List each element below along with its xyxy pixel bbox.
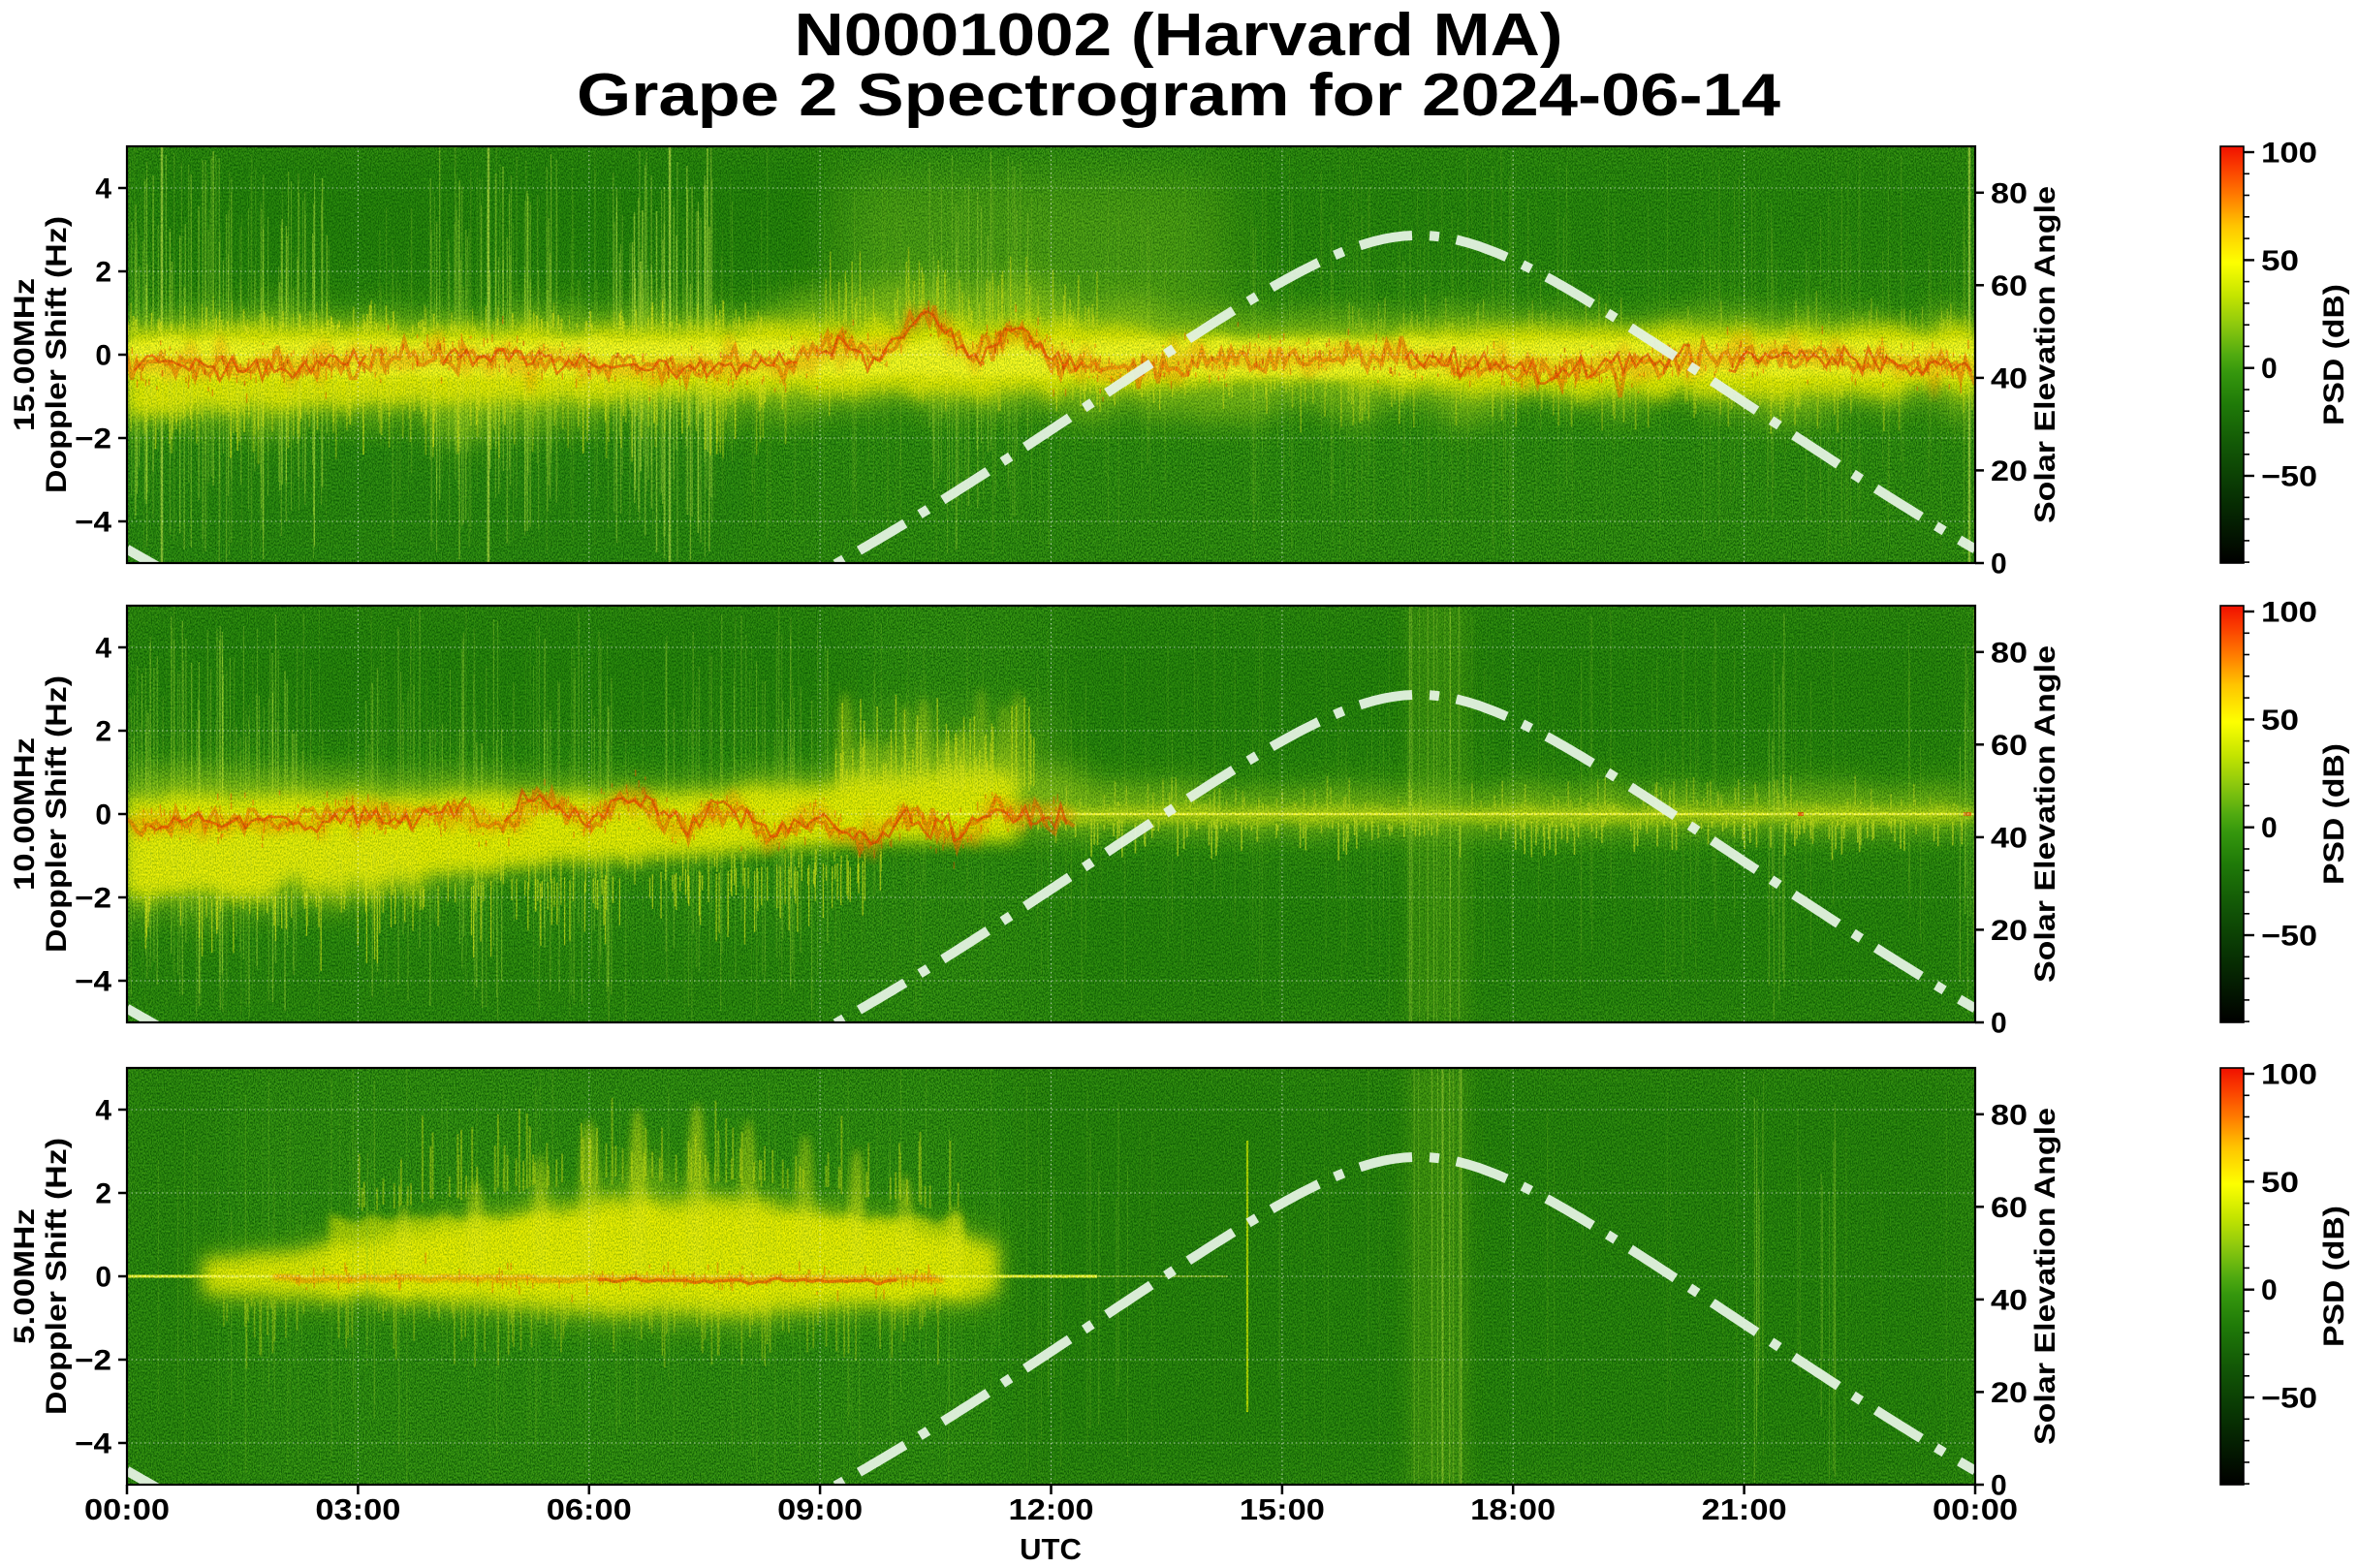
svg-text:5.00MHz: 5.00MHz: [9, 1208, 41, 1344]
svg-text:80: 80: [1991, 177, 2028, 209]
svg-text:−2: −2: [75, 423, 111, 455]
svg-text:09:00: 09:00: [777, 1492, 863, 1526]
svg-text:−2: −2: [75, 883, 111, 915]
svg-text:0: 0: [1991, 549, 2007, 580]
svg-text:20: 20: [1991, 915, 2028, 947]
svg-text:100: 100: [2261, 138, 2317, 170]
svg-text:−4: −4: [75, 966, 111, 998]
svg-text:50: 50: [2261, 245, 2299, 277]
svg-text:−50: −50: [2261, 1383, 2317, 1415]
svg-text:80: 80: [1991, 1099, 2028, 1131]
svg-text:15.00MHz: 15.00MHz: [9, 278, 41, 431]
svg-text:50: 50: [2261, 1167, 2299, 1199]
svg-text:UTC: UTC: [1020, 1532, 1082, 1563]
svg-text:80: 80: [1991, 637, 2028, 669]
svg-text:−2: −2: [75, 1345, 111, 1377]
svg-text:−4: −4: [75, 1428, 111, 1460]
svg-text:Doppler Shift (Hz): Doppler Shift (Hz): [41, 675, 73, 953]
svg-text:40: 40: [1991, 822, 2028, 854]
svg-text:100: 100: [2261, 1059, 2317, 1091]
svg-text:100: 100: [2261, 597, 2317, 629]
svg-text:4: 4: [95, 633, 111, 665]
svg-text:0: 0: [1991, 1470, 2007, 1502]
svg-text:0: 0: [95, 340, 111, 372]
svg-text:0: 0: [2261, 812, 2278, 844]
svg-text:0: 0: [95, 1262, 111, 1294]
svg-text:00:00: 00:00: [1933, 1492, 2018, 1526]
svg-text:−4: −4: [75, 507, 111, 539]
svg-text:2: 2: [95, 1178, 111, 1210]
svg-text:Solar Elevation Angle: Solar Elevation Angle: [2029, 186, 2061, 523]
svg-text:15:00: 15:00: [1240, 1492, 1325, 1526]
svg-text:0: 0: [1991, 1008, 2007, 1040]
svg-text:2: 2: [95, 257, 111, 289]
svg-text:20: 20: [1991, 1377, 2028, 1409]
svg-text:N0001002 (Harvard MA): N0001002 (Harvard MA): [795, 2, 1563, 69]
svg-text:2: 2: [95, 716, 111, 748]
svg-text:21:00: 21:00: [1702, 1492, 1787, 1526]
svg-text:Solar Elevation Angle: Solar Elevation Angle: [2029, 645, 2061, 983]
svg-text:Doppler Shift (Hz): Doppler Shift (Hz): [41, 1138, 73, 1415]
svg-text:Grape 2 Spectrogram for 2024-0: Grape 2 Spectrogram for 2024-06-14: [577, 62, 1781, 129]
svg-text:PSD (dB): PSD (dB): [2318, 1206, 2350, 1347]
svg-text:00:00: 00:00: [84, 1492, 170, 1526]
svg-text:0: 0: [2261, 353, 2278, 385]
svg-text:PSD (dB): PSD (dB): [2318, 743, 2350, 885]
svg-text:10.00MHz: 10.00MHz: [9, 737, 41, 891]
svg-text:0: 0: [2261, 1274, 2278, 1306]
svg-text:50: 50: [2261, 705, 2299, 737]
svg-text:12:00: 12:00: [1009, 1492, 1094, 1526]
svg-text:PSD (dB): PSD (dB): [2318, 284, 2350, 425]
svg-text:20: 20: [1991, 455, 2028, 487]
svg-text:40: 40: [1991, 362, 2028, 394]
svg-text:Solar Elevation Angle: Solar Elevation Angle: [2029, 1108, 2061, 1445]
svg-text:−50: −50: [2261, 921, 2317, 953]
svg-text:−50: −50: [2261, 461, 2317, 493]
svg-text:Doppler Shift (Hz): Doppler Shift (Hz): [41, 216, 73, 493]
svg-text:18:00: 18:00: [1470, 1492, 1556, 1526]
svg-text:0: 0: [95, 800, 111, 831]
svg-text:06:00: 06:00: [547, 1492, 632, 1526]
svg-text:4: 4: [95, 173, 111, 205]
svg-text:60: 60: [1991, 270, 2028, 302]
svg-text:40: 40: [1991, 1284, 2028, 1316]
svg-text:4: 4: [95, 1095, 111, 1127]
svg-text:03:00: 03:00: [315, 1492, 400, 1526]
svg-text:60: 60: [1991, 1192, 2028, 1224]
svg-text:60: 60: [1991, 730, 2028, 762]
